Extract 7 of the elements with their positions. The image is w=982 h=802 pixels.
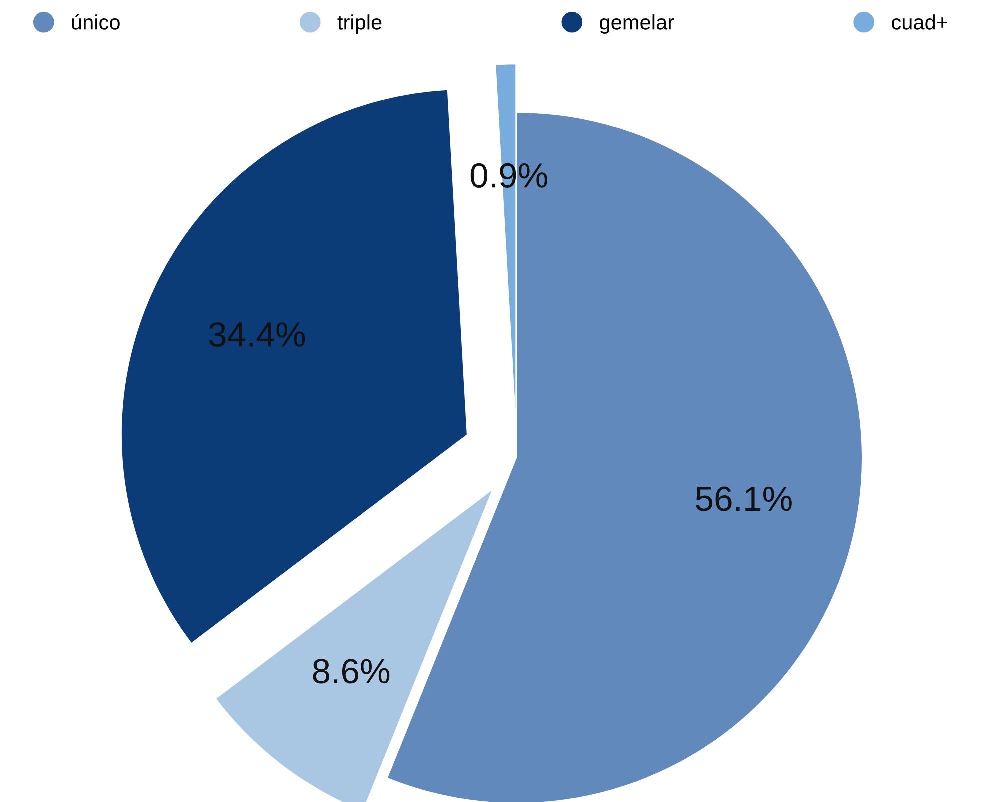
legend-label: gemelar (600, 14, 674, 34)
legend-label: triple (338, 14, 382, 34)
data-label: 56.1% (696, 486, 792, 512)
data-label: 34.4% (209, 322, 306, 348)
legend-label: cuad+ (892, 14, 948, 30)
legend-label: único (72, 14, 120, 30)
data-label: 8.6% (313, 659, 390, 684)
